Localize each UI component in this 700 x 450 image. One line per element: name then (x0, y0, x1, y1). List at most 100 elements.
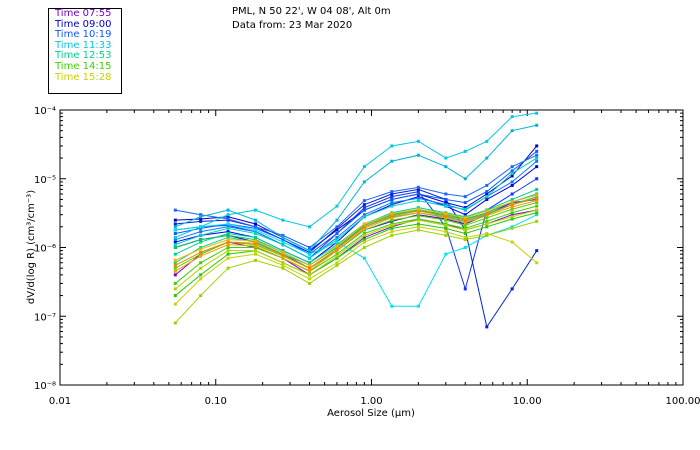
data-point (199, 252, 203, 256)
data-point (199, 261, 203, 265)
data-point (463, 246, 467, 249)
legend-item: Time 12:53 (55, 50, 112, 62)
y-tick-label: 10⁻⁶ (34, 244, 56, 255)
data-point (199, 219, 203, 223)
data-point (485, 212, 489, 216)
data-point (463, 223, 467, 227)
data-point (510, 180, 514, 184)
x-tick-label: 0.01 (49, 396, 71, 407)
data-point (173, 225, 177, 229)
data-point (390, 226, 394, 230)
data-point (173, 246, 177, 249)
chart-title: PML, N 50 22', W 04 08', Alt 0m (232, 6, 391, 17)
data-point (254, 231, 258, 235)
data-point (535, 249, 539, 253)
data-point (173, 243, 177, 247)
data-point (416, 206, 420, 210)
data-point (281, 233, 285, 237)
data-point (485, 225, 489, 229)
data-point (510, 129, 514, 133)
data-point (416, 214, 420, 218)
data-point (510, 192, 514, 196)
data-point (510, 205, 514, 209)
data-point (281, 240, 285, 244)
data-point (254, 230, 258, 234)
data-point (308, 225, 312, 229)
series-21 (173, 219, 539, 325)
data-point (308, 281, 312, 285)
data-point (254, 226, 258, 230)
chart-header: PML, N 50 22', W 04 08', Alt 0m Data fro… (232, 5, 391, 33)
data-point (308, 246, 312, 249)
data-point (535, 219, 539, 223)
data-point (463, 213, 467, 217)
series-24 (173, 193, 539, 267)
data-point (335, 218, 339, 222)
legend-item: Time 07:55 (55, 8, 112, 19)
data-point (390, 144, 394, 148)
data-point (444, 230, 448, 234)
data-point (335, 235, 339, 239)
legend-item: Time 14:15 (55, 60, 112, 72)
data-point (199, 246, 203, 249)
data-point (416, 187, 420, 191)
data-point (226, 235, 230, 239)
data-point (463, 177, 467, 181)
data-point (535, 204, 539, 208)
data-point (390, 212, 394, 216)
data-point (199, 226, 203, 230)
data-point (254, 208, 258, 212)
data-point (281, 243, 285, 247)
data-point (335, 249, 339, 253)
data-point (463, 206, 467, 210)
series-18 (173, 211, 539, 298)
data-point (173, 261, 177, 265)
data-point (226, 230, 230, 234)
data-point (390, 214, 394, 218)
data-point (485, 156, 489, 160)
data-point (444, 252, 448, 256)
data-point (226, 222, 230, 226)
data-point (226, 256, 230, 260)
data-point (535, 149, 539, 153)
data-point (173, 231, 177, 235)
data-point (173, 222, 177, 226)
data-point (510, 225, 514, 229)
data-point (281, 250, 285, 254)
data-point (199, 254, 203, 258)
data-point (281, 253, 285, 257)
data-point (510, 211, 514, 215)
data-point (535, 211, 539, 215)
data-point (444, 204, 448, 208)
data-point (510, 165, 514, 169)
data-point (254, 235, 258, 239)
data-point (535, 196, 539, 200)
data-point (416, 211, 420, 215)
data-point (335, 247, 339, 251)
legend-item: Time 11:33 (55, 39, 112, 51)
data-point (444, 233, 448, 237)
x-tick-label: 0.10 (205, 396, 227, 407)
data-point (463, 195, 467, 199)
data-point (226, 249, 230, 253)
data-point (362, 213, 366, 217)
data-point (173, 252, 177, 256)
data-point (308, 252, 312, 256)
data-point (173, 269, 177, 273)
data-point (535, 187, 539, 191)
data-point (335, 228, 339, 232)
y-tick-label: 10⁻⁸ (34, 381, 56, 392)
data-point (173, 240, 177, 244)
data-point (485, 219, 489, 223)
data-point (199, 273, 203, 277)
data-point (362, 222, 366, 226)
data-point (463, 221, 467, 225)
data-point (199, 250, 203, 254)
data-point (199, 230, 203, 234)
data-point (335, 261, 339, 265)
data-point (444, 212, 448, 216)
data-point (254, 241, 258, 245)
data-point (254, 218, 258, 222)
data-point (510, 200, 514, 204)
data-point (463, 216, 467, 220)
